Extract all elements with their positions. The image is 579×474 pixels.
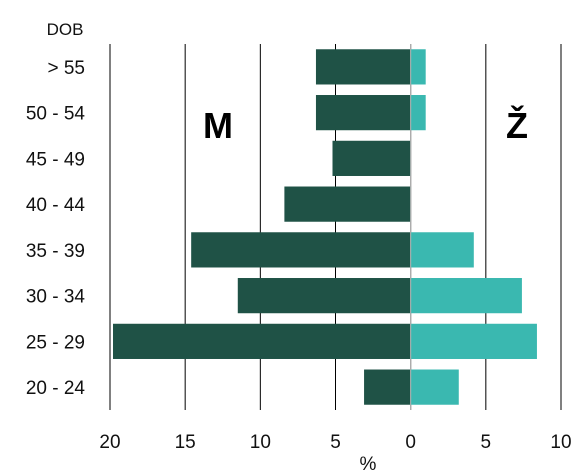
- bar-m-1: [315, 95, 411, 131]
- category-label-0: > 55: [47, 58, 85, 79]
- bar-z-7: [410, 369, 459, 405]
- bar-m-5: [237, 278, 411, 314]
- bar-z-6: [410, 323, 537, 359]
- bar-m-0: [315, 49, 411, 85]
- bars: [113, 49, 537, 405]
- bar-m-6: [113, 323, 411, 359]
- category-label-5: 30 - 34: [26, 287, 86, 308]
- category-label-6: 25 - 29: [26, 332, 85, 353]
- x-tick-label-3: 5: [330, 432, 341, 453]
- tick-labels: 20 15 10 5 0 5 10: [99, 432, 571, 453]
- category-label-4: 35 - 39: [26, 241, 85, 262]
- x-tick-label-4: 0: [405, 432, 416, 453]
- x-tick-label-0: 20: [99, 432, 120, 453]
- series-label-z: Ž: [506, 104, 528, 146]
- x-axis-label: %: [360, 454, 377, 474]
- series-label-m: M: [203, 105, 233, 146]
- category-labels: > 55 50 - 54 45 - 49 40 - 44 35 - 39 30 - 34 2…: [26, 58, 86, 399]
- bar-z-4: [410, 232, 474, 268]
- category-label-2: 45 - 49: [26, 149, 85, 170]
- bar-z-1: [410, 95, 426, 131]
- x-tick-label-2: 10: [250, 432, 271, 453]
- x-tick-label-1: 15: [175, 432, 196, 453]
- category-label-7: 20 - 24: [26, 378, 86, 399]
- category-label-3: 40 - 44: [26, 195, 86, 216]
- category-label-1: 50 - 54: [26, 104, 86, 125]
- bar-m-4: [191, 232, 411, 268]
- bar-m-3: [284, 186, 411, 222]
- bar-z-5: [410, 278, 522, 314]
- x-tick-label-6: 10: [550, 432, 571, 453]
- x-tick-label-5: 5: [481, 432, 492, 453]
- bar-m-2: [332, 140, 411, 176]
- bar-z-0: [410, 49, 426, 85]
- bar-m-7: [364, 369, 411, 405]
- y-axis-label: DOB: [47, 20, 84, 39]
